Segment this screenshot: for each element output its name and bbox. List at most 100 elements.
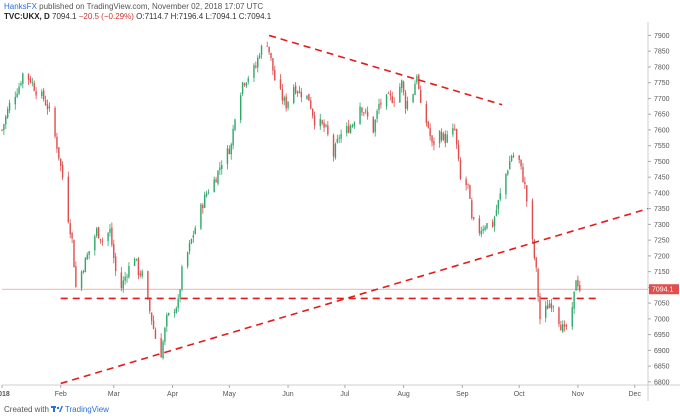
- candle: [380, 98, 382, 109]
- candle-body: [387, 93, 390, 94]
- candle: [88, 251, 90, 260]
- candle: [270, 52, 272, 62]
- candle: [69, 219, 71, 239]
- candle: [336, 134, 339, 144]
- y-tick-label: 7050: [654, 301, 670, 308]
- candle: [16, 88, 18, 99]
- candle: [147, 270, 149, 300]
- candle-body: [444, 134, 447, 144]
- candle: [113, 239, 115, 264]
- candle: [546, 300, 549, 310]
- candle-body: [217, 170, 219, 184]
- candle: [8, 99, 11, 114]
- candle-body: [497, 200, 500, 210]
- candle-body: [353, 122, 356, 127]
- candle: [486, 222, 488, 230]
- candle: [308, 93, 310, 101]
- candle: [579, 280, 581, 293]
- candle-body: [493, 217, 496, 227]
- candle: [429, 123, 431, 141]
- tradingview-brand[interactable]: TradingView: [64, 405, 109, 414]
- candle: [149, 297, 151, 315]
- candle: [124, 271, 126, 285]
- candle-body: [194, 228, 196, 235]
- candle-body: [283, 97, 285, 101]
- candle: [526, 184, 528, 207]
- candle-body: [67, 176, 70, 223]
- candle-body: [510, 156, 513, 162]
- candle: [253, 63, 255, 83]
- candle: [431, 134, 433, 147]
- candle: [544, 301, 547, 323]
- candle: [141, 269, 143, 279]
- candle-body: [48, 106, 51, 109]
- candle-body: [560, 324, 562, 331]
- candle-body: [478, 218, 481, 233]
- candle: [31, 77, 34, 87]
- candle-body: [175, 308, 177, 313]
- low-label: L:: [205, 12, 213, 21]
- candle: [1, 129, 3, 132]
- y-tick-label: 7850: [654, 49, 670, 56]
- candle-body: [361, 107, 363, 113]
- candle-body: [202, 204, 204, 209]
- candle: [332, 133, 335, 162]
- candle-body: [14, 96, 16, 105]
- y-tick-label: 6800: [654, 379, 670, 386]
- candle: [385, 94, 388, 110]
- candle-body: [416, 76, 418, 83]
- candle: [577, 275, 579, 291]
- candle-body: [391, 96, 393, 103]
- candle: [340, 129, 342, 143]
- candle: [5, 114, 7, 129]
- candle-body: [27, 73, 30, 80]
- candle: [347, 119, 350, 134]
- candle: [283, 95, 285, 106]
- candle: [190, 238, 193, 245]
- candle-body: [154, 329, 157, 339]
- candle-body: [186, 252, 189, 267]
- candle: [241, 81, 244, 96]
- candle: [444, 130, 447, 148]
- candle: [425, 100, 428, 127]
- candle: [194, 225, 196, 235]
- candle-body: [114, 256, 117, 272]
- candle: [133, 257, 136, 267]
- candle-body: [234, 119, 236, 130]
- candle: [419, 85, 422, 104]
- candle-body: [499, 193, 501, 200]
- candle: [60, 158, 62, 172]
- candle: [346, 122, 348, 137]
- candle-body: [393, 101, 395, 103]
- candle-body: [366, 111, 369, 117]
- candle-body: [200, 204, 202, 229]
- candle-body: [31, 82, 34, 83]
- candle: [3, 123, 5, 135]
- candle: [306, 95, 308, 100]
- candle-body: [365, 110, 367, 112]
- candle-body: [438, 131, 441, 144]
- candle: [137, 257, 140, 280]
- last-value: 7094.1: [52, 12, 77, 21]
- candle-body: [429, 127, 431, 137]
- candle-body: [86, 254, 88, 260]
- candle-body: [99, 238, 102, 241]
- candle: [310, 96, 312, 110]
- candle-body: [113, 244, 115, 259]
- candle-body: [35, 91, 37, 96]
- candle: [321, 119, 323, 126]
- candle: [471, 197, 473, 220]
- candle: [162, 339, 164, 360]
- candle: [139, 270, 142, 278]
- candle-body: [260, 45, 263, 55]
- candle-body: [71, 233, 73, 239]
- candle-body: [84, 258, 87, 273]
- candle-body: [239, 95, 242, 121]
- candle-body: [351, 125, 354, 127]
- candle-body: [279, 79, 282, 89]
- candle: [175, 306, 177, 314]
- author-link[interactable]: HanksFX: [4, 2, 37, 11]
- candle-body: [258, 55, 261, 58]
- candle: [35, 87, 37, 100]
